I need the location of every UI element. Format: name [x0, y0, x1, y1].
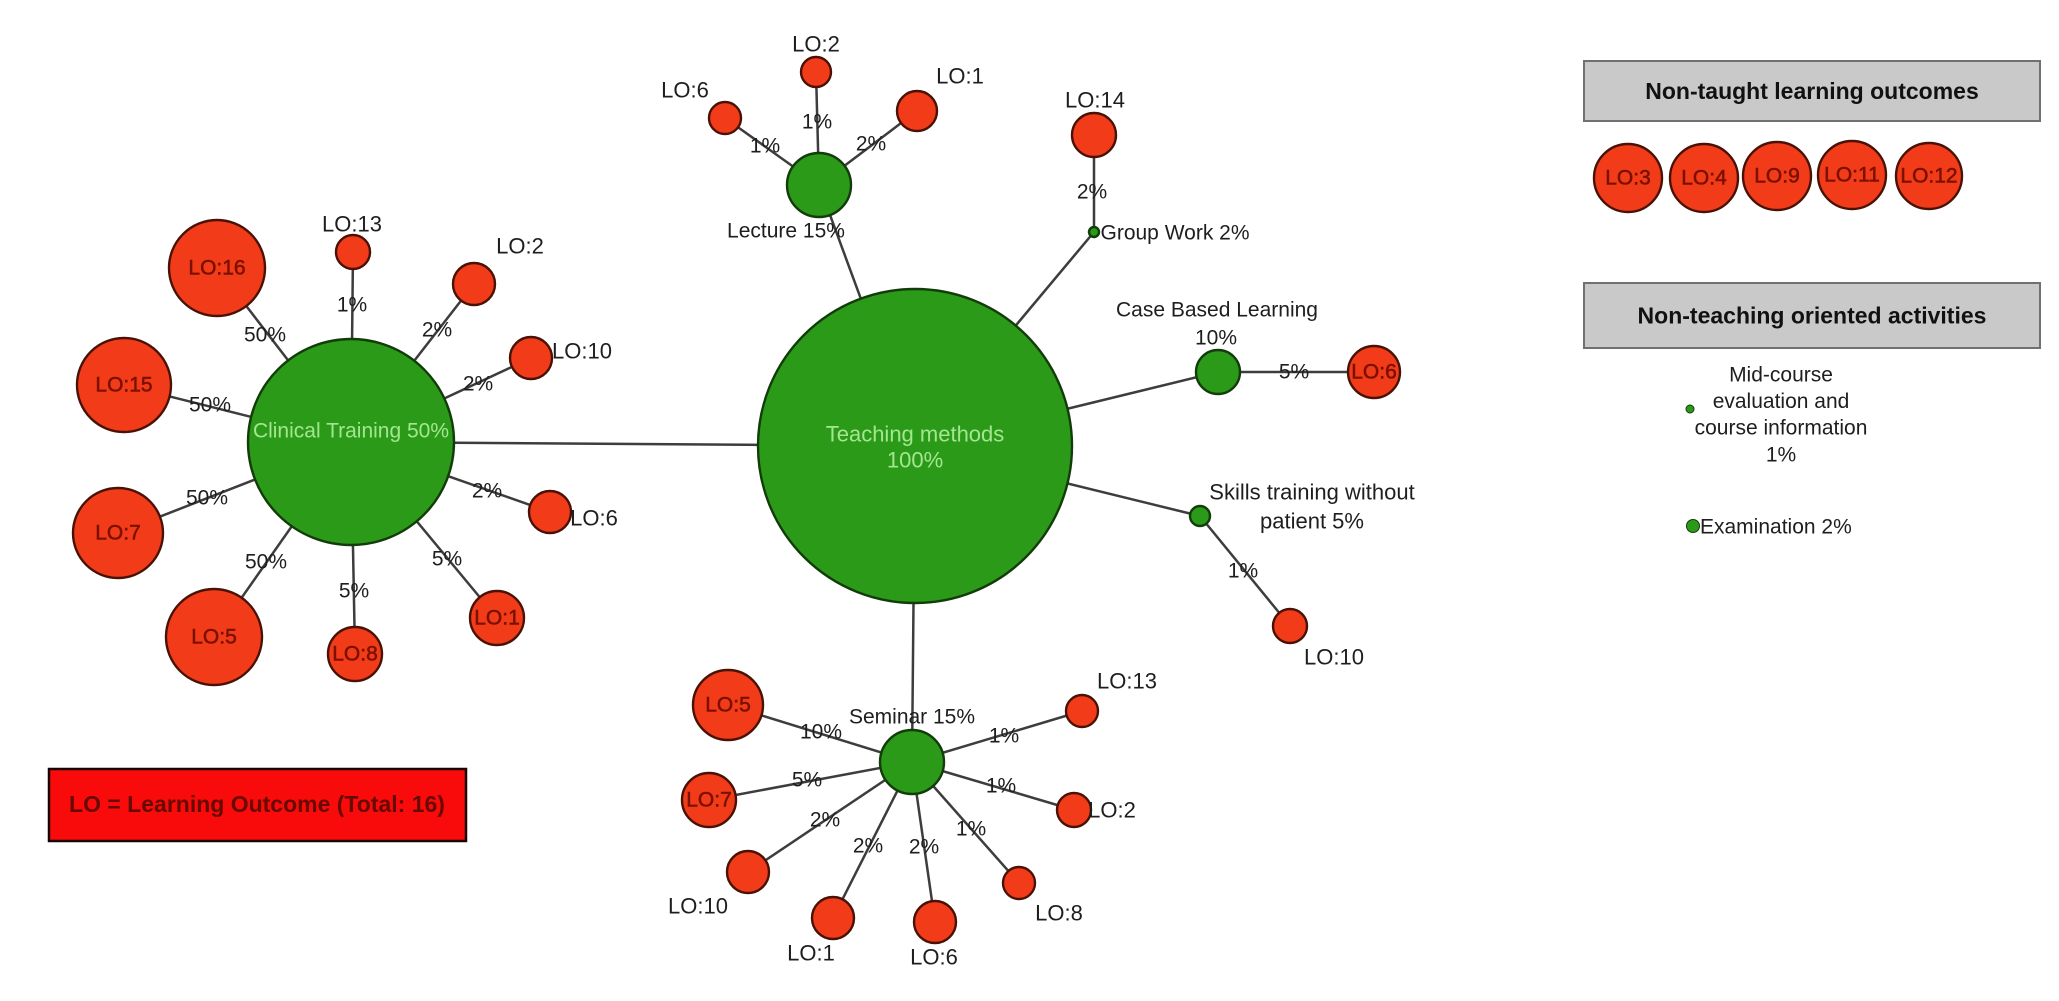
svg-text:LO:9: LO:9 — [1754, 165, 1800, 188]
svg-text:LO:3: LO:3 — [1605, 167, 1651, 190]
svg-text:2%: 2% — [909, 836, 939, 859]
svg-text:LO:10: LO:10 — [1304, 645, 1364, 670]
svg-text:Case Based Learning: Case Based Learning — [1116, 299, 1318, 322]
svg-text:5%: 5% — [1279, 361, 1309, 384]
svg-text:2%: 2% — [1077, 181, 1107, 204]
svg-text:Skills training without: Skills training without — [1209, 480, 1414, 505]
svg-text:LO:1: LO:1 — [936, 64, 984, 89]
svg-text:Group Work 2%: Group Work 2% — [1101, 222, 1250, 245]
svg-text:Clinical Training 50%: Clinical Training 50% — [253, 420, 449, 443]
svg-text:evaluation and: evaluation and — [1713, 390, 1850, 413]
svg-text:Non-taught learning outcomes: Non-taught learning outcomes — [1645, 78, 1979, 104]
svg-text:50%: 50% — [244, 324, 286, 347]
svg-text:Non-teaching oriented activiti: Non-teaching oriented activities — [1638, 303, 1987, 329]
svg-text:1%: 1% — [989, 725, 1019, 748]
svg-text:1%: 1% — [1766, 443, 1796, 466]
svg-text:1%: 1% — [337, 294, 367, 317]
svg-text:Teaching methods: Teaching methods — [826, 422, 1005, 447]
svg-text:LO:6: LO:6 — [910, 945, 958, 970]
svg-text:LO:8: LO:8 — [332, 643, 378, 666]
svg-text:2%: 2% — [463, 373, 493, 396]
svg-text:LO = Learning Outcome (Total:: LO = Learning Outcome (Total: 16) — [69, 791, 445, 817]
svg-text:LO:5: LO:5 — [705, 694, 751, 717]
svg-text:LO:11: LO:11 — [1824, 164, 1880, 187]
svg-text:course information: course information — [1695, 417, 1868, 440]
svg-text:LO:6: LO:6 — [570, 506, 618, 531]
svg-text:50%: 50% — [189, 394, 231, 417]
svg-text:LO:2: LO:2 — [792, 32, 840, 57]
svg-text:5%: 5% — [792, 769, 822, 792]
svg-text:10%: 10% — [1195, 327, 1237, 350]
svg-text:Mid-course: Mid-course — [1729, 364, 1833, 387]
svg-text:LO:2: LO:2 — [496, 234, 544, 259]
svg-text:Examination 2%: Examination 2% — [1700, 516, 1852, 539]
svg-text:LO:4: LO:4 — [1681, 167, 1727, 190]
svg-text:LO:8: LO:8 — [1035, 901, 1083, 926]
svg-text:Lecture 15%: Lecture 15% — [727, 220, 845, 243]
svg-text:100%: 100% — [887, 448, 943, 473]
svg-text:LO:10: LO:10 — [552, 339, 612, 364]
svg-text:2%: 2% — [853, 835, 883, 858]
svg-text:LO:13: LO:13 — [322, 212, 382, 237]
svg-text:10%: 10% — [800, 721, 842, 744]
svg-text:2%: 2% — [472, 480, 502, 503]
svg-text:5%: 5% — [339, 580, 369, 603]
svg-text:LO:16: LO:16 — [188, 257, 245, 280]
svg-text:LO:5: LO:5 — [191, 626, 237, 649]
svg-text:LO:10: LO:10 — [668, 894, 728, 919]
svg-text:LO:1: LO:1 — [787, 941, 835, 966]
svg-text:LO:7: LO:7 — [95, 522, 141, 545]
svg-text:2%: 2% — [422, 319, 452, 342]
svg-text:50%: 50% — [186, 487, 228, 510]
svg-text:LO:15: LO:15 — [95, 374, 152, 397]
svg-text:LO:6: LO:6 — [1351, 361, 1397, 384]
svg-text:2%: 2% — [856, 133, 886, 156]
svg-text:5%: 5% — [432, 548, 462, 571]
svg-text:1%: 1% — [750, 135, 780, 158]
svg-text:patient 5%: patient 5% — [1260, 509, 1364, 534]
svg-text:1%: 1% — [956, 818, 986, 841]
svg-text:Seminar 15%: Seminar 15% — [849, 706, 975, 729]
svg-text:LO:7: LO:7 — [686, 789, 732, 812]
svg-text:2%: 2% — [810, 809, 840, 832]
svg-text:LO:2: LO:2 — [1088, 798, 1136, 823]
svg-text:LO:13: LO:13 — [1097, 669, 1157, 694]
svg-text:LO:12: LO:12 — [1900, 165, 1957, 188]
svg-text:1%: 1% — [1228, 560, 1258, 583]
svg-text:1%: 1% — [802, 111, 832, 134]
svg-text:50%: 50% — [245, 551, 287, 574]
svg-text:1%: 1% — [986, 775, 1016, 798]
svg-text:LO:14: LO:14 — [1065, 88, 1125, 113]
svg-text:LO:6: LO:6 — [661, 78, 709, 103]
svg-text:LO:1: LO:1 — [474, 607, 520, 630]
